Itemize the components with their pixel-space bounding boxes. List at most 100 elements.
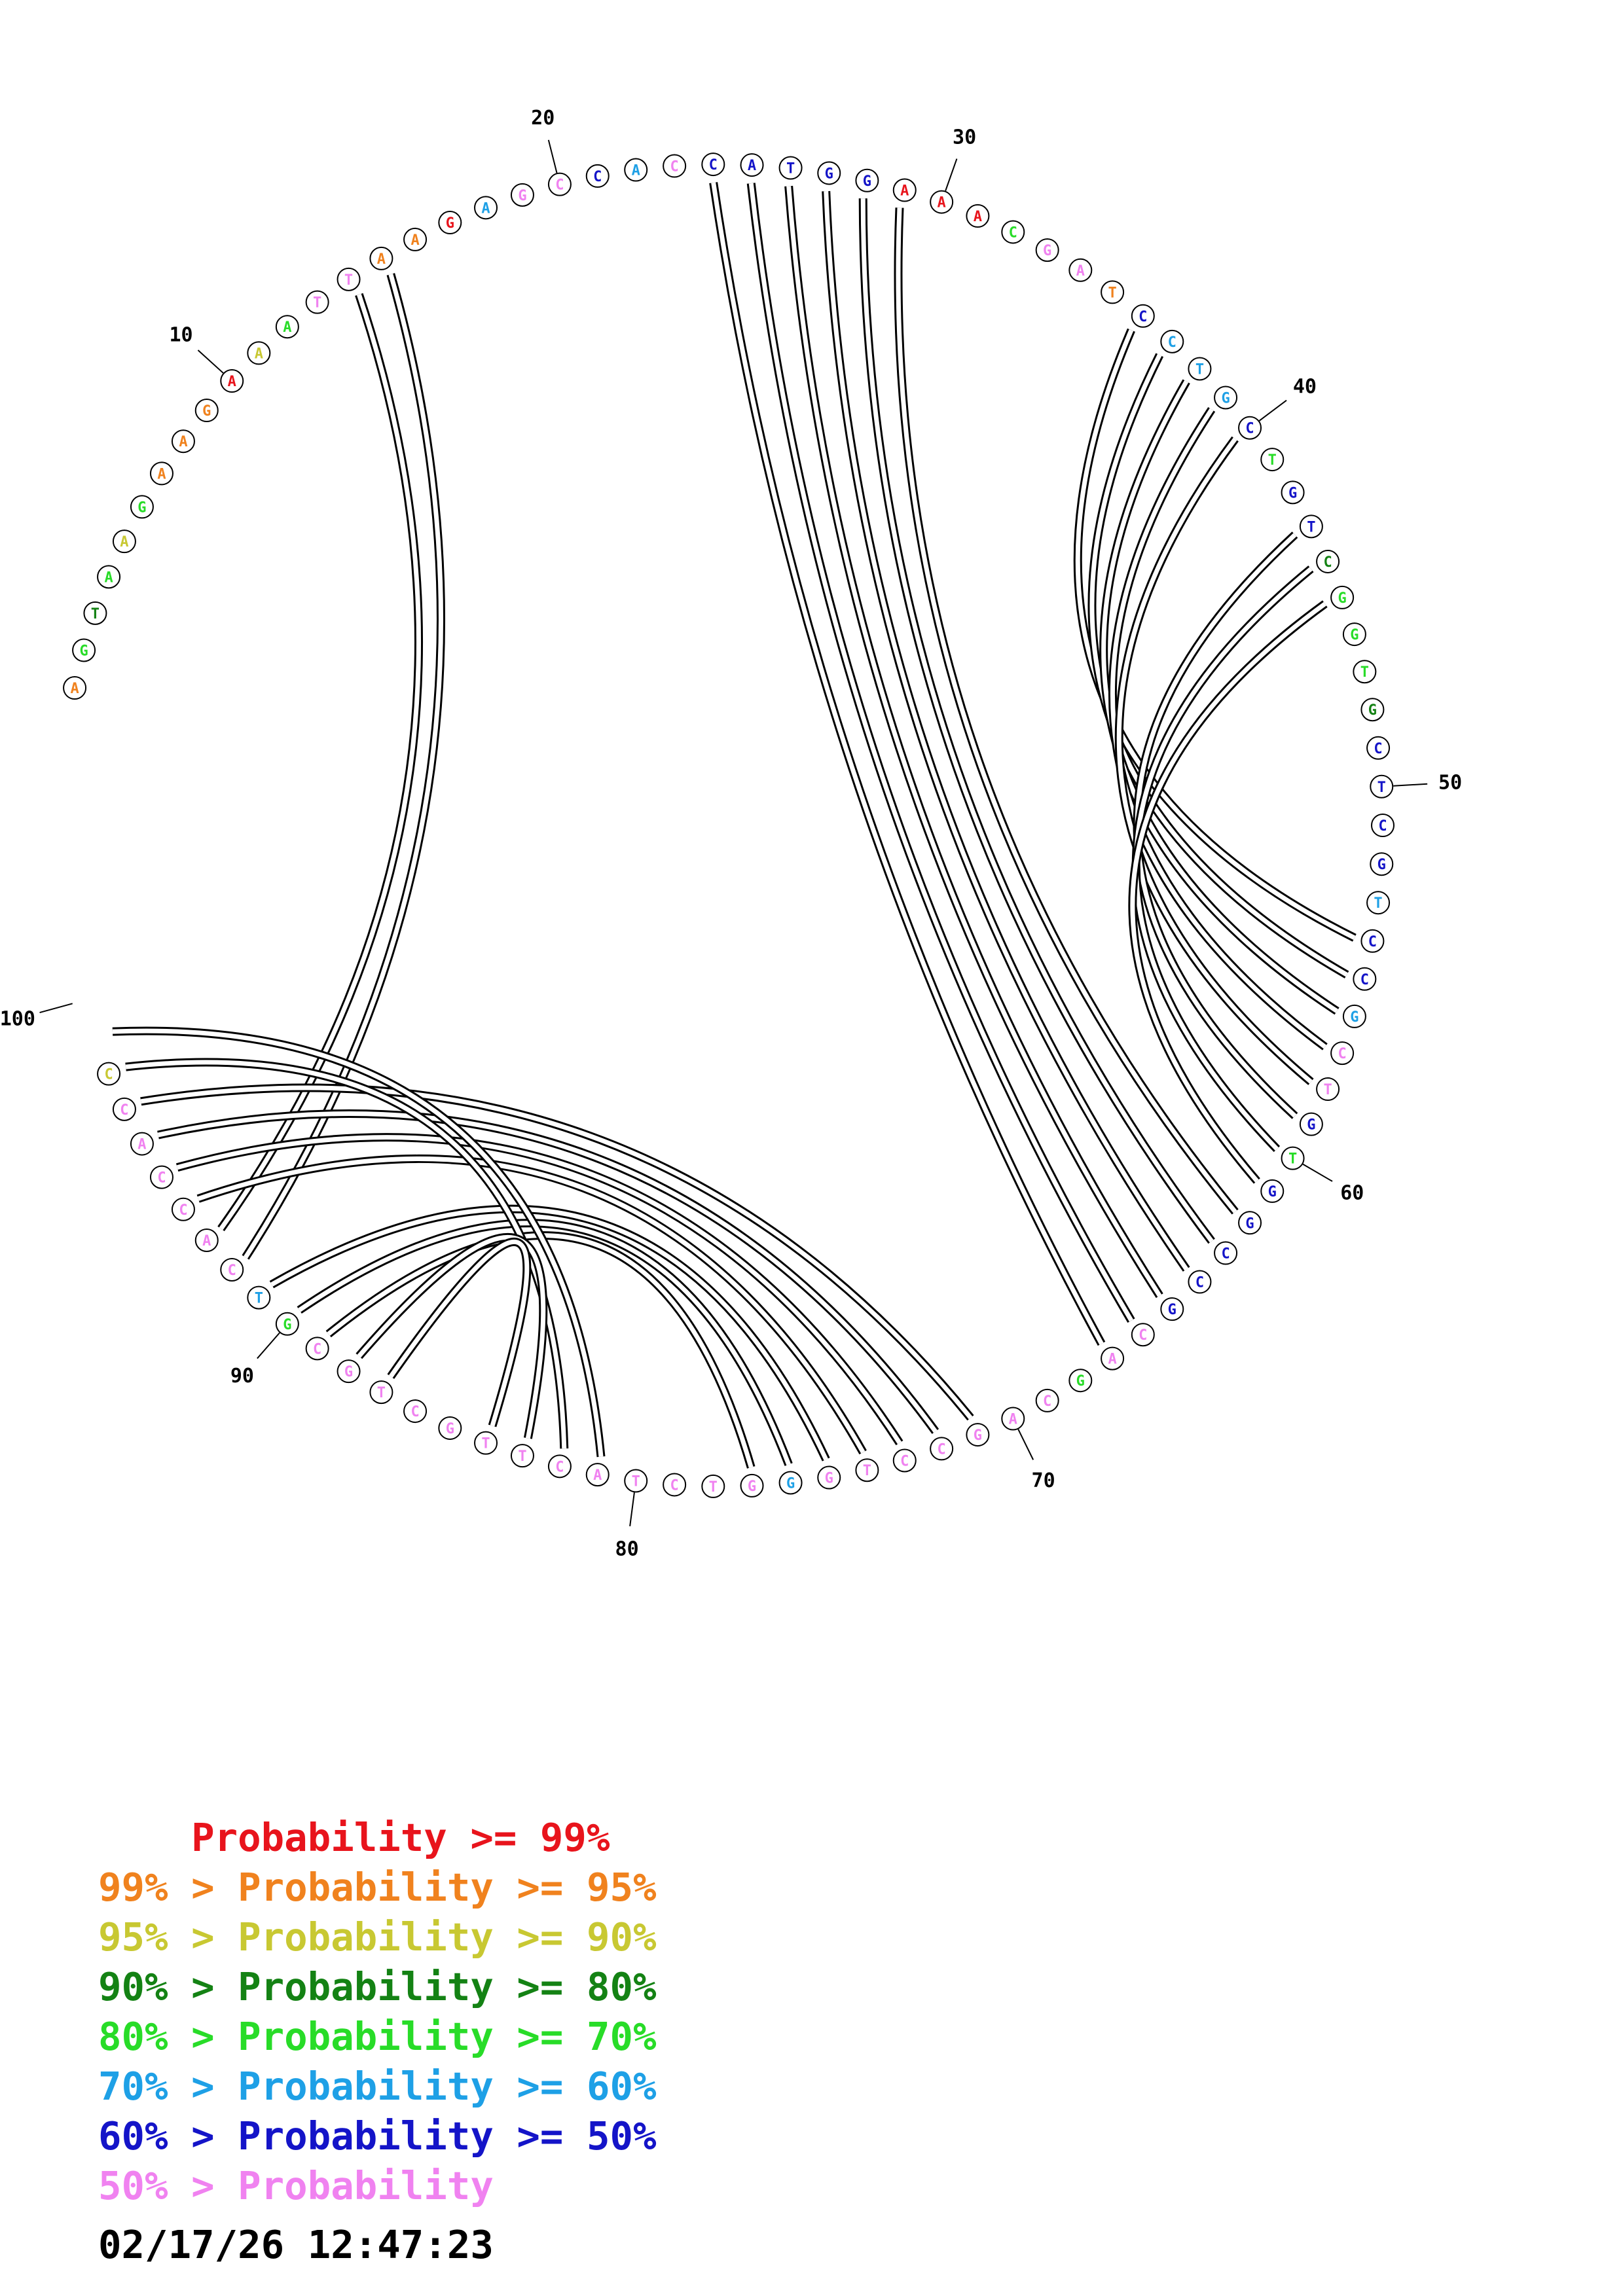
nucleotide: G xyxy=(1299,1112,1323,1136)
position-label: 60 xyxy=(1340,1182,1364,1205)
svg-text:G: G xyxy=(344,1364,353,1380)
tick-line xyxy=(945,158,958,191)
base-pair-arc xyxy=(125,1060,567,1449)
nucleotide: C xyxy=(220,1257,244,1282)
nucleotide: G xyxy=(438,1416,462,1440)
legend-row: 70% > Probability >= 60% xyxy=(98,2062,657,2111)
svg-text:T: T xyxy=(344,272,353,289)
legend-label: 60% > Probability >= 50% xyxy=(98,2113,657,2159)
svg-text:G: G xyxy=(1221,390,1230,406)
legend-row: 95% > Probability >= 90% xyxy=(98,1912,657,1962)
nucleotide: T xyxy=(1353,660,1377,684)
legend-row: Probability >= 99% xyxy=(98,1813,657,1863)
base-pair-arc xyxy=(219,293,421,1230)
svg-text:G: G xyxy=(1368,702,1377,719)
nucleotide: C xyxy=(1131,1323,1155,1347)
svg-text:A: A xyxy=(1009,1412,1017,1428)
nucleotide: T xyxy=(474,1431,498,1455)
position-label: 20 xyxy=(531,107,555,130)
nucleotide: A xyxy=(112,529,136,554)
svg-text:A: A xyxy=(748,158,756,174)
nucleotide: C xyxy=(403,1399,428,1424)
svg-text:T: T xyxy=(1195,361,1204,378)
nucleotide: T xyxy=(1281,1146,1305,1170)
svg-text:A: A xyxy=(157,466,166,482)
base-pair-arc xyxy=(1116,437,1313,1084)
nucleotide: A xyxy=(892,178,917,202)
nucleotide: G xyxy=(855,168,879,192)
svg-text:G: G xyxy=(446,215,454,232)
svg-text:C: C xyxy=(120,1102,128,1119)
nucleotide: A xyxy=(275,315,299,339)
svg-text:C: C xyxy=(1139,1327,1147,1344)
svg-text:C: C xyxy=(1378,818,1387,834)
base-pair-arc xyxy=(748,183,1133,1322)
nucleotide: A xyxy=(194,1228,219,1252)
nucleotide: C xyxy=(1035,1388,1059,1412)
nucleotide: A xyxy=(403,227,428,251)
svg-text:G: G xyxy=(1268,1184,1277,1200)
nucleotide: G xyxy=(1160,1297,1184,1321)
nucleotide: T xyxy=(624,1469,648,1493)
nucleotide: C xyxy=(663,1473,687,1497)
svg-text:A: A xyxy=(120,534,128,550)
svg-text:A: A xyxy=(70,681,79,697)
base-pair-arc xyxy=(270,1206,828,1461)
svg-text:C: C xyxy=(1338,1046,1346,1062)
svg-text:A: A xyxy=(410,232,419,249)
svg-text:C: C xyxy=(104,1067,113,1083)
nucleotide: G xyxy=(778,1471,803,1495)
svg-text:G: G xyxy=(1076,1373,1085,1390)
nucleotide: C xyxy=(585,164,610,188)
position-label: 70 xyxy=(1032,1469,1055,1492)
nucleotide: A xyxy=(624,158,648,182)
svg-text:T: T xyxy=(863,1463,871,1479)
nucleotide: G xyxy=(510,183,534,207)
svg-text:A: A xyxy=(1108,1352,1116,1368)
nucleotide: T xyxy=(369,1380,393,1405)
nucleotide: C xyxy=(1001,220,1025,244)
nucleotide: A xyxy=(966,204,990,228)
svg-text:G: G xyxy=(446,1421,454,1437)
nucleotide: G xyxy=(1035,238,1059,262)
nucleotide: G xyxy=(72,638,96,662)
tick-line xyxy=(547,139,558,173)
svg-text:G: G xyxy=(825,166,833,182)
nucleotide: G xyxy=(1281,480,1305,505)
svg-text:C: C xyxy=(555,177,564,194)
svg-text:C: C xyxy=(1245,421,1254,437)
nucleotide: T xyxy=(247,1285,271,1310)
svg-text:A: A xyxy=(593,1467,602,1484)
nucleotide: A xyxy=(63,676,87,700)
nucleotide: T xyxy=(1370,774,1394,798)
nucleotide: G xyxy=(1360,698,1385,722)
svg-text:T: T xyxy=(709,1479,718,1496)
svg-text:A: A xyxy=(202,1233,211,1249)
svg-text:G: G xyxy=(202,403,211,420)
svg-text:T: T xyxy=(1377,780,1386,796)
position-label: 80 xyxy=(615,1538,639,1561)
svg-text:G: G xyxy=(863,173,871,190)
nucleotide: A xyxy=(149,461,173,486)
base-pair-arc xyxy=(197,1156,866,1454)
svg-text:A: A xyxy=(255,346,263,362)
base-pair-arc xyxy=(786,186,1162,1297)
legend-label: 90% > Probability >= 80% xyxy=(98,1964,657,2009)
nucleotide: T xyxy=(855,1458,879,1482)
nucleotide: T xyxy=(337,267,361,291)
tick-line xyxy=(1017,1429,1034,1460)
legend-label: 95% > Probability >= 90% xyxy=(98,1914,657,1960)
legend-label: 70% > Probability >= 60% xyxy=(98,2064,657,2109)
svg-text:A: A xyxy=(900,183,909,200)
tick-line xyxy=(1258,399,1287,422)
tick-line xyxy=(39,1003,73,1014)
base-pair-arc xyxy=(1110,408,1326,1049)
nucleotide: G xyxy=(194,399,219,423)
svg-text:A: A xyxy=(104,569,113,586)
nucleotide: G xyxy=(1342,622,1366,647)
nucleotide: T xyxy=(1188,357,1212,381)
svg-text:T: T xyxy=(481,1436,490,1452)
nucleotide: A xyxy=(1001,1407,1025,1431)
legend-row: 60% > Probability >= 50% xyxy=(98,2111,657,2161)
svg-text:A: A xyxy=(377,251,386,268)
